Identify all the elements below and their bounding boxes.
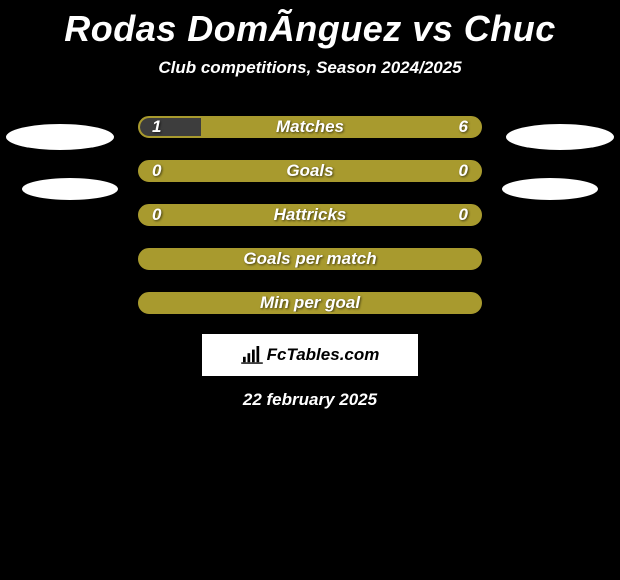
stat-row-goals: 0 Goals 0 — [138, 160, 482, 182]
attribution-label: FcTables.com — [267, 345, 380, 365]
attribution-text: FcTables.com — [241, 345, 380, 365]
player-badge-right-1 — [506, 124, 614, 150]
page-subtitle: Club competitions, Season 2024/2025 — [0, 58, 620, 78]
attribution-box: FcTables.com — [202, 334, 418, 376]
stat-value-left: 0 — [152, 161, 161, 181]
player-badge-right-2 — [502, 178, 598, 200]
page-title: Rodas DomÃ­nguez vs Chuc — [0, 0, 620, 50]
stat-value-right: 0 — [459, 161, 468, 181]
stat-row-hattricks: 0 Hattricks 0 — [138, 204, 482, 226]
stat-label: Matches — [276, 117, 344, 137]
stat-value-right: 6 — [459, 117, 468, 137]
stat-label: Goals per match — [243, 249, 376, 269]
bar-chart-icon — [241, 346, 263, 364]
stat-value-left: 1 — [152, 117, 161, 137]
date-text: 22 february 2025 — [0, 390, 620, 410]
stat-row-min-per-goal: Min per goal — [138, 292, 482, 314]
player-badge-left-1 — [6, 124, 114, 150]
stat-fill-left — [140, 118, 201, 136]
stat-label: Goals — [286, 161, 333, 181]
stat-row-goals-per-match: Goals per match — [138, 248, 482, 270]
stat-row-matches: 1 Matches 6 — [138, 116, 482, 138]
player-badge-left-2 — [22, 178, 118, 200]
stat-value-right: 0 — [459, 205, 468, 225]
stat-value-left: 0 — [152, 205, 161, 225]
stat-label: Min per goal — [260, 293, 360, 313]
stat-label: Hattricks — [274, 205, 347, 225]
